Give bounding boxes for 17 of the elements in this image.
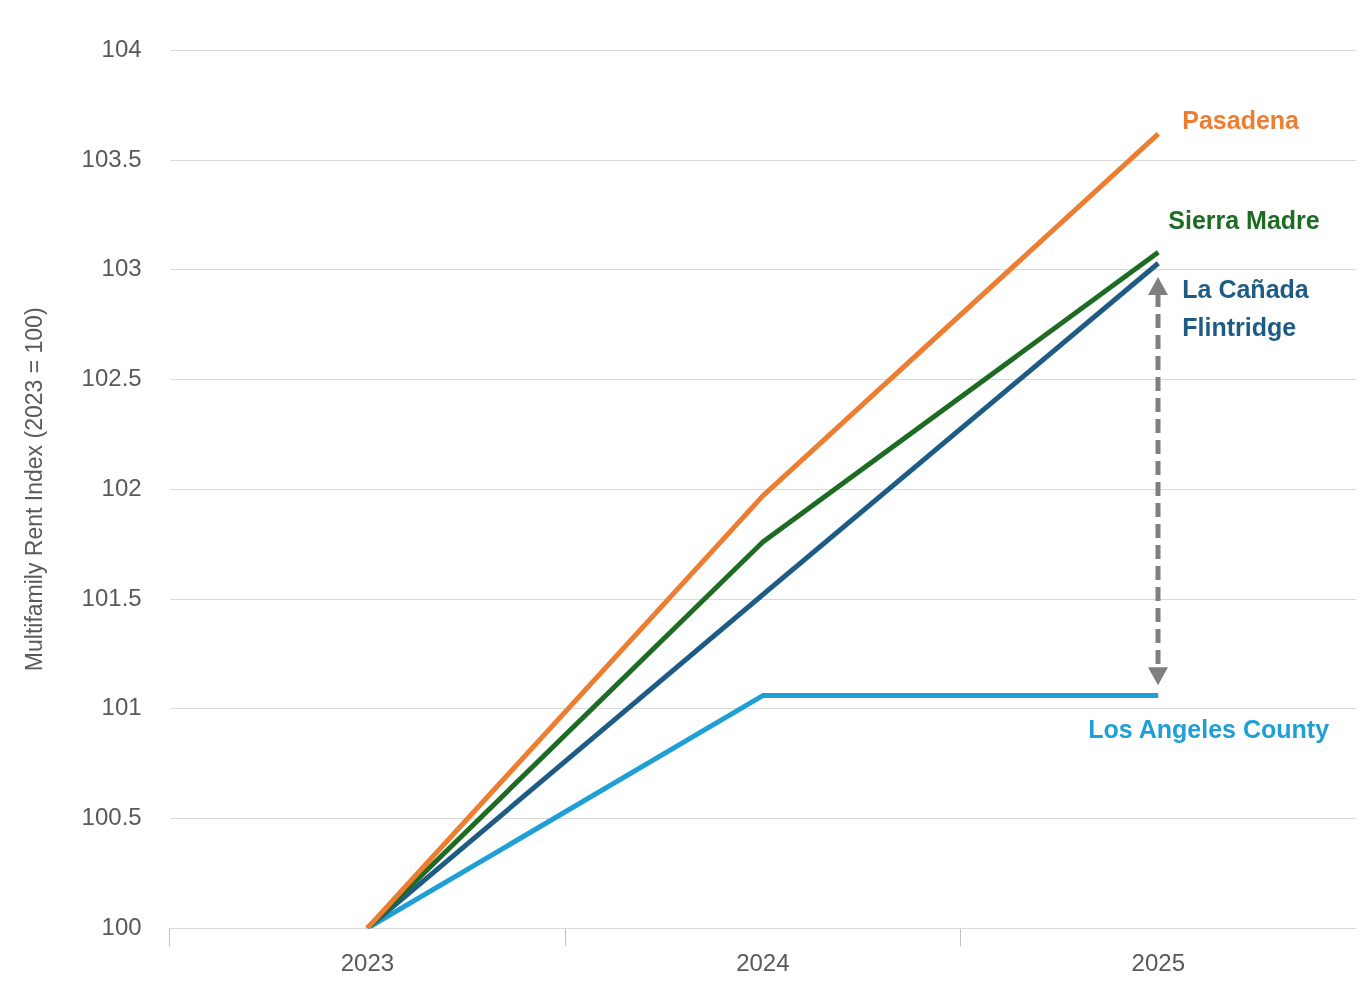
y-tick-label: 103 [101,254,142,282]
x-tick-label: 2024 [736,949,790,977]
y-axis-title: Multifamily Rent Index (2023 = 100) [21,307,48,672]
y-tick-label: 101.5 [81,583,142,611]
y-tick-label: 104 [101,35,142,63]
y-tick-label: 100 [101,912,142,940]
series-label: Sierra Madre [1168,206,1320,235]
series-label: La Cañada Flintridge [1182,275,1310,342]
x-tick-label: 2023 [340,949,395,977]
series-label: Pasadena [1182,105,1301,134]
y-tick-label: 102 [101,473,142,501]
y-tick-label: 100.5 [81,803,142,831]
series-label: Los Angeles County [1088,715,1330,744]
y-tick-label: 103.5 [81,144,142,172]
x-tick-label: 2025 [1131,949,1185,977]
y-tick-label: 102.5 [81,364,142,392]
y-tick-label: 101 [101,693,142,721]
